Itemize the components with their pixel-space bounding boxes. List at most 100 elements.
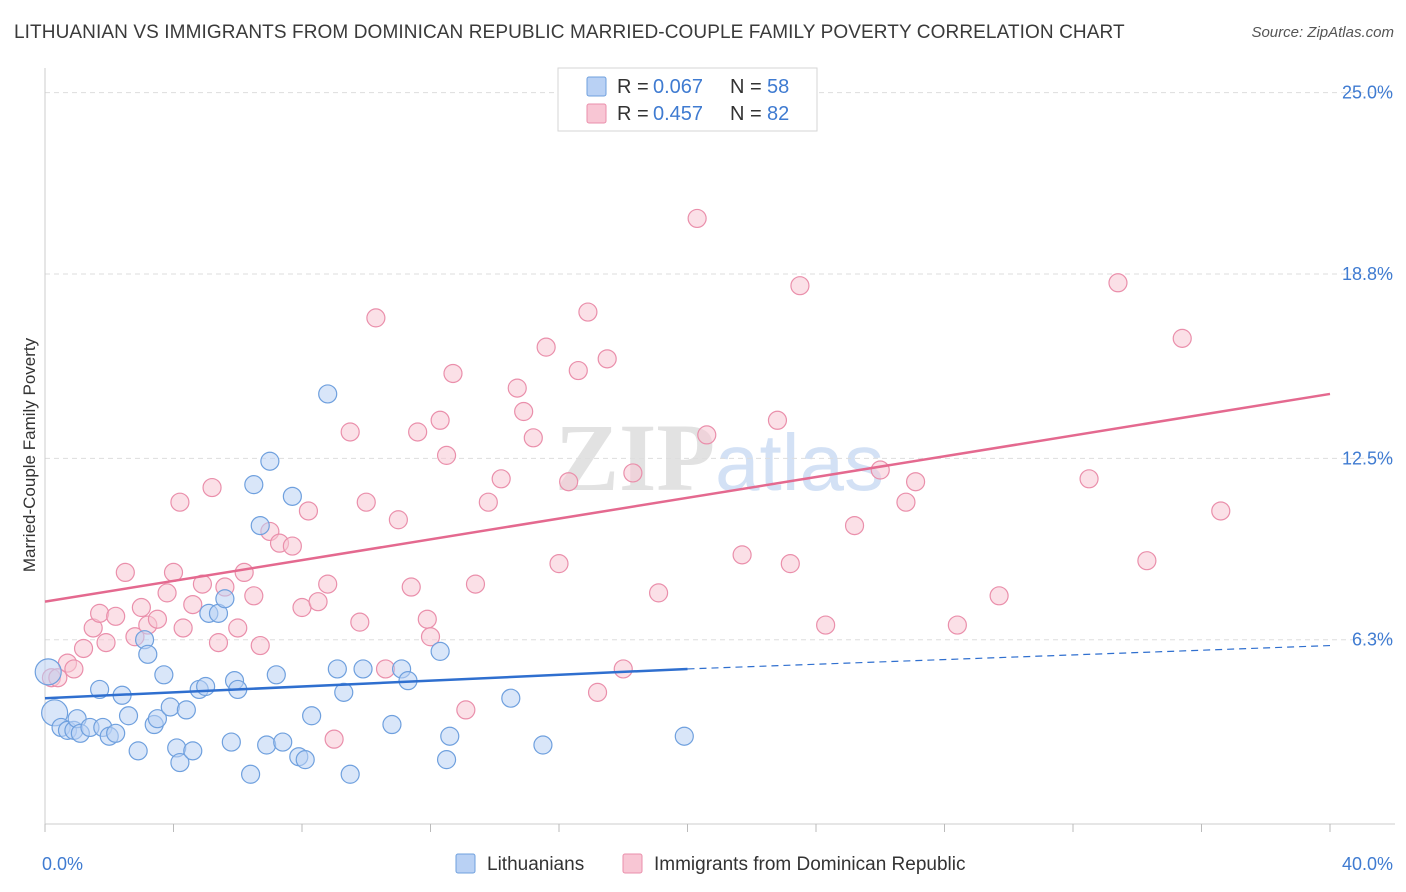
dominican-point [623,463,643,483]
dominican-point [456,700,476,720]
lithuanian-point [154,665,174,685]
tick-labels: 6.3% 12.5% 18.8% 25.0% 0.0% 40.0% [42,83,1393,874]
watermark: ZIP atlas [555,404,884,511]
dominican-point [147,609,168,629]
dominican-point [366,308,386,328]
dominican-point [896,492,916,512]
y-tick-label: 6.3% [1352,630,1393,650]
dominican-point [157,583,177,603]
watermark-atlas: atlas [715,418,884,507]
dominican-point [436,445,457,465]
lithuanian-point [160,697,180,717]
lithuanian-point [221,732,241,752]
dominican-point [228,618,248,638]
dominican-point [324,729,344,749]
dominican-point [549,554,569,574]
dominican-point [989,586,1009,606]
dominican-point [73,638,94,659]
y-axis-title: Married-Couple Family Poverty [20,337,39,572]
dominican-point [401,577,421,597]
lithuanian-point [138,644,158,664]
lithuanian-point [430,641,450,661]
dominican-republic-points [41,208,1231,749]
dominican-point [491,469,511,489]
x-tick-label: 0.0% [42,854,83,874]
lithuanian-point [674,726,694,746]
dominican-point [905,472,926,492]
lithuanian-point [353,659,373,679]
dominican-point [465,574,486,594]
lithuanian-point [196,676,216,697]
lithuanian-point [250,515,270,536]
lithuanian-point [118,706,139,726]
lithuanian-trend-line [44,667,688,700]
dominican-point [131,597,151,618]
dominican-point [282,536,302,556]
lithuanian-point [318,384,338,404]
dominican-point [507,378,527,398]
dominican-point [478,492,498,512]
dominican-point [208,633,229,653]
dominican-point [318,574,338,594]
lithuanian-point [241,764,261,784]
legend-swatch-lithuanians [586,76,607,97]
dominican-point [697,425,717,445]
lithuanian-point [382,714,402,735]
y-tick-label: 18.8% [1342,264,1393,284]
legend-r-label-1: R = [617,76,649,98]
legend-swatch-dominican [586,103,607,124]
dominican-point [816,615,836,635]
trend-lines [44,392,1331,700]
lithuanian-point [183,741,203,761]
watermark-zip: ZIP [555,404,715,511]
y-tick-label: 12.5% [1342,448,1393,468]
dominican-point [417,609,437,629]
legend-n-value-1: 58 [767,76,789,98]
dominican-trend-line [44,392,1331,603]
dominican-point [115,562,135,583]
lithuanian-point [90,679,110,700]
dominican-point [350,612,370,632]
lithuanian-point [106,723,126,743]
dominican-point [408,422,428,442]
dominican-point [568,360,588,381]
lithuanian-trend-extension [687,644,1331,670]
dominican-point [244,586,264,606]
lithuanian-point [257,735,277,755]
dominican-point [790,276,810,296]
lithuanian-point [282,486,302,506]
dominican-point [767,410,788,430]
lithuanian-point [340,764,360,784]
lithuanian-points [34,384,694,784]
lithuanian-point [260,451,280,471]
lithuanian-point [266,665,286,685]
dominican-point [90,603,110,623]
y-tick-label: 25.0% [1342,83,1393,103]
lithuanian-point [244,475,264,495]
dominican-point [170,492,190,512]
series-legend-label-dominican: Immigrants from Dominican Republic [654,854,966,875]
dominican-point [732,545,752,565]
legend-n-label-1: N = [730,76,762,98]
dominican-point [1137,551,1157,571]
series-legend-label-lithuanians: Lithuanians [487,854,584,875]
dominican-point [298,501,319,521]
dominican-point [587,682,608,702]
dominican-point [340,422,360,442]
dominican-point [183,594,203,615]
dominican-point [430,410,450,430]
dominican-point [64,659,84,679]
lithuanian-point [273,732,293,752]
lithuanian-point [295,750,315,770]
dominican-point [613,659,633,679]
lithuanian-point [170,752,190,773]
dominican-point [687,208,707,229]
dominican-point [292,597,312,618]
lithuanian-point [327,659,347,679]
dominican-point [356,492,376,512]
dominican-point [308,592,328,612]
legend-n-value-2: 82 [767,103,789,125]
lithuanian-point [302,706,322,726]
dominican-point [443,363,463,384]
